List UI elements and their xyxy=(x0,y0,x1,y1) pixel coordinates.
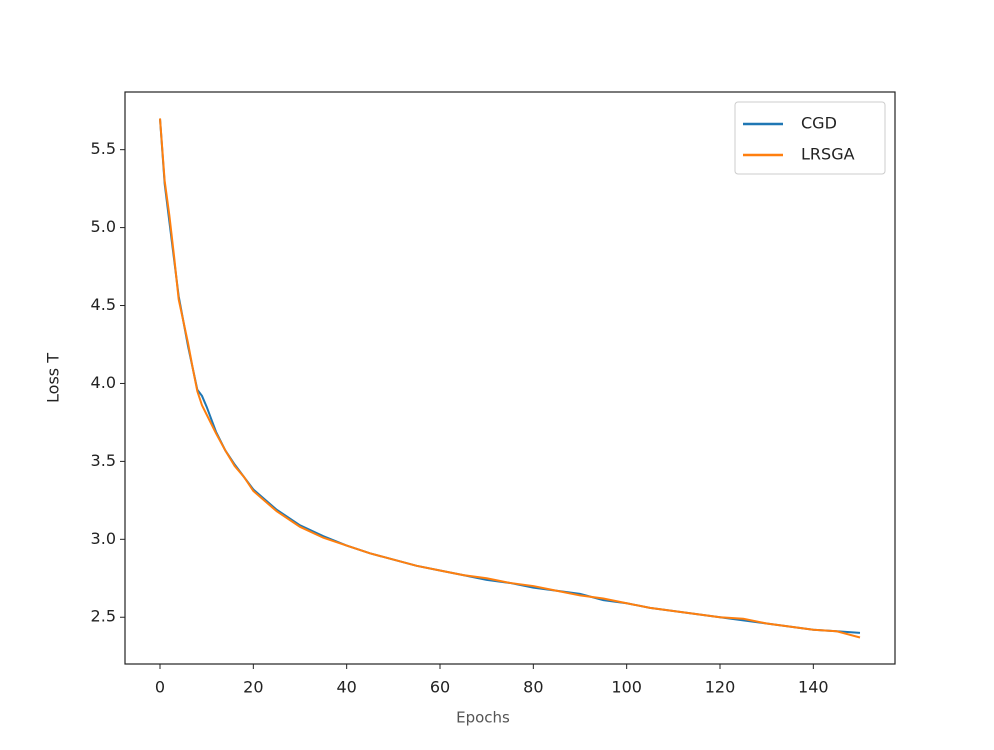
x-tick-label: 100 xyxy=(611,678,642,697)
x-tick-label: 120 xyxy=(705,678,736,697)
x-tick-label: 20 xyxy=(243,678,263,697)
y-tick-label: 5.5 xyxy=(91,139,116,158)
y-axis-label: Loss T xyxy=(44,353,63,403)
y-tick-label: 2.5 xyxy=(91,607,116,626)
legend-label: LRSGA xyxy=(801,145,855,164)
y-tick-label: 3.5 xyxy=(91,451,116,470)
y-tick-label: 4.5 xyxy=(91,295,116,314)
x-tick-label: 80 xyxy=(523,678,543,697)
x-tick-label: 0 xyxy=(155,678,165,697)
x-tick-label: 140 xyxy=(798,678,829,697)
x-axis-label: Epochs xyxy=(456,709,510,727)
plot-frame xyxy=(124,91,896,665)
y-tick-label: 4.0 xyxy=(91,373,116,392)
y-tick-label: 5.0 xyxy=(91,217,116,236)
y-tick-label: 3.0 xyxy=(91,529,116,548)
series-line xyxy=(159,118,861,639)
series-line xyxy=(159,118,861,634)
legend-label: CGD xyxy=(801,114,837,133)
x-tick-label: 40 xyxy=(336,678,356,697)
x-tick-label: 60 xyxy=(430,678,450,697)
